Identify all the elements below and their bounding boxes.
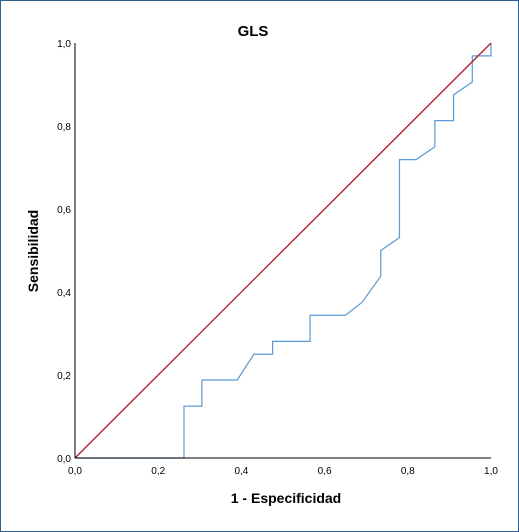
y-tick-label: 1,0 xyxy=(57,39,71,50)
x-tick-label: 1,0 xyxy=(484,466,498,477)
chart-title: GLS xyxy=(238,23,269,40)
y-tick-label: 0,0 xyxy=(57,454,71,465)
x-tick-label: 0,2 xyxy=(151,466,165,477)
y-axis-label: Sensibilidad xyxy=(25,210,41,292)
y-tick-label: 0,2 xyxy=(57,371,71,382)
x-tick-label: 0,4 xyxy=(234,466,248,477)
y-tick-label: 0,8 xyxy=(57,122,71,133)
x-axis-label: 1 - Especificidad xyxy=(231,490,341,506)
x-tick-label: 0,6 xyxy=(318,466,332,477)
y-tick-label: 0,4 xyxy=(57,288,71,299)
reference-diagonal-line xyxy=(74,42,492,459)
roc-curve-line xyxy=(75,43,492,459)
y-tick-label: 0,6 xyxy=(57,205,71,216)
x-tick-label: 0,8 xyxy=(401,466,415,477)
x-tick-label: 0,0 xyxy=(68,466,82,477)
